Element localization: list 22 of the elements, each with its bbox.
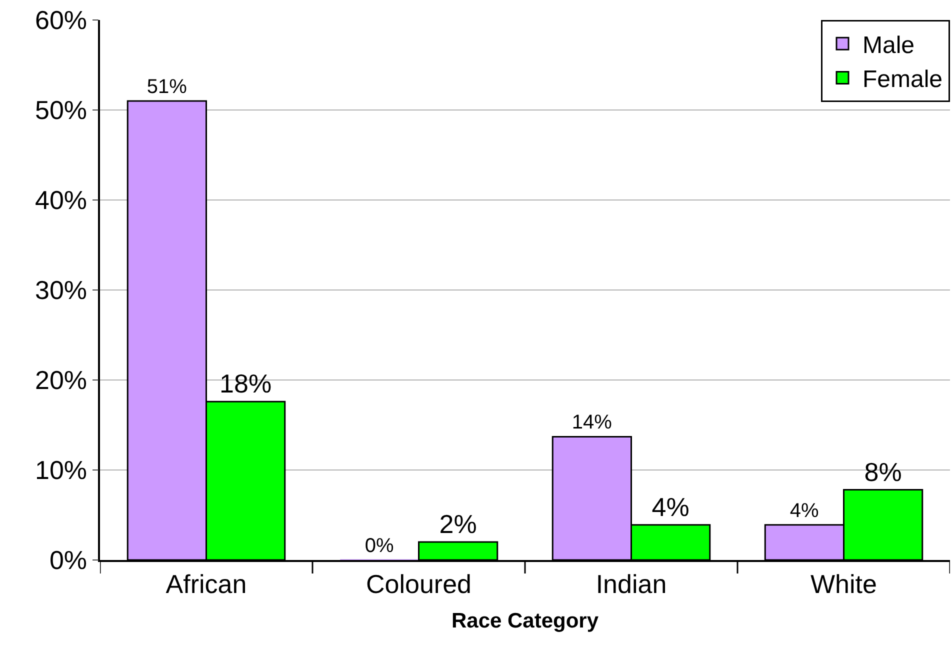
data-label: 18% xyxy=(220,368,272,399)
x-tick-label: Coloured xyxy=(366,568,472,599)
data-label: 2% xyxy=(439,509,477,539)
y-tick-label: 20% xyxy=(35,365,88,396)
data-label: 4% xyxy=(790,500,819,522)
y-tick-label: 40% xyxy=(35,185,88,216)
y-tick-label: 50% xyxy=(35,95,88,126)
legend-label: Male xyxy=(862,32,915,59)
y-tick-label: 30% xyxy=(35,275,88,306)
x-tick-label: Indian xyxy=(596,568,667,599)
y-tick-label: 0% xyxy=(49,545,88,576)
data-label: 8% xyxy=(864,456,902,487)
data-label: 0% xyxy=(364,535,394,557)
y-tick-label: 10% xyxy=(35,455,88,486)
data-label: 51% xyxy=(146,76,188,98)
x-tick-label: White xyxy=(810,568,877,599)
data-label: 14% xyxy=(572,412,612,434)
x-tick-label: African xyxy=(166,568,247,599)
x-axis-title: Race Category xyxy=(451,610,599,633)
data-label: 4% xyxy=(652,492,690,522)
legend-label: Female xyxy=(862,66,943,94)
y-tick-label: 60% xyxy=(35,5,88,36)
